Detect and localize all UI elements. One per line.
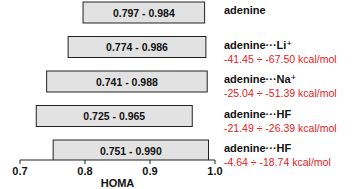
chart: 0.797 - 0.984 adenine 0.774 - 0.986 adenine… (0, 0, 354, 189)
data-label: 0.797 - 0.984 (113, 7, 175, 19)
x-axis-label: HOMA (101, 177, 135, 189)
bars (36, 2, 208, 160)
category-label: adenine···Na⁺ (224, 73, 297, 85)
chart-root: 0.797 - 0.984 adenine 0.774 - 0.986 adenine… (0, 0, 354, 189)
category-label: adenine···Li⁺ (224, 39, 292, 51)
data-label: 0.774 - 0.986 (106, 41, 168, 53)
range-bar (36, 106, 192, 127)
x-tick (215, 160, 216, 164)
x-axis (20, 160, 215, 161)
annotation: -41.45 ÷ -67.50 kcal/mol (224, 53, 337, 65)
x-tick-label: 1.0 (207, 165, 222, 177)
data-label: 0.741 - 0.988 (96, 76, 158, 88)
x-tick (150, 160, 151, 164)
x-tick (20, 160, 21, 164)
x-tick-label: 0.7 (12, 165, 27, 177)
x-tick-label: 0.9 (142, 165, 157, 177)
category-label: adenine···HF (224, 108, 292, 120)
data-label: 0.725 - 0.965 (83, 110, 145, 122)
data-label: 0.751 - 0.990 (100, 145, 162, 157)
x-tick-label: 0.8 (77, 165, 92, 177)
annotation: -21.49 ÷ -26.39 kcal/mol (224, 122, 337, 134)
x-tick (85, 160, 86, 164)
range-bar (83, 2, 205, 23)
annotation: -25.04 ÷ -51.39 kcal/mol (224, 87, 337, 99)
category-label: adenine···HF (224, 142, 292, 154)
category-label: adenine (224, 4, 266, 16)
annotation: -4.64 ÷ -18.74 kcal/mol (224, 156, 331, 168)
range-bar (53, 140, 208, 160)
range-bar (68, 37, 206, 58)
range-bar (47, 71, 208, 92)
